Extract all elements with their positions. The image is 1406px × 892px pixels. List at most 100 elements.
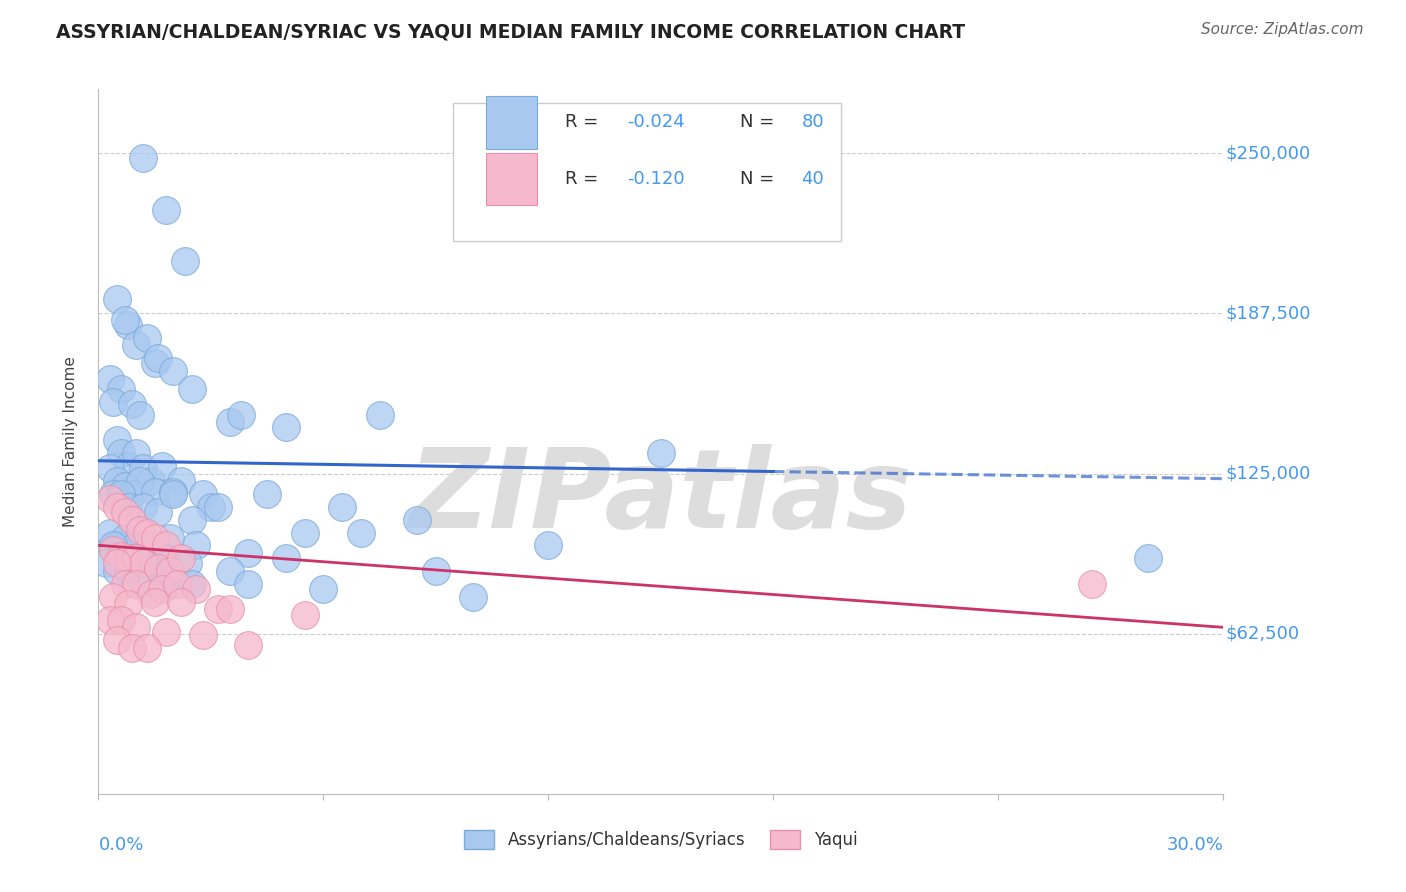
Point <box>114 505 136 519</box>
Point <box>218 602 240 616</box>
Text: -0.024: -0.024 <box>627 113 685 131</box>
Point <box>103 538 125 552</box>
Text: 30.0%: 30.0% <box>1167 836 1223 855</box>
Point <box>132 576 155 591</box>
Point <box>294 525 316 540</box>
Point <box>121 397 143 411</box>
Point <box>207 500 229 514</box>
Point <box>105 538 128 552</box>
Point <box>312 582 335 596</box>
Point <box>350 525 373 540</box>
Point <box>98 525 121 540</box>
Text: R =: R = <box>565 113 605 131</box>
Point <box>125 446 148 460</box>
Point <box>159 531 181 545</box>
Point <box>155 551 177 566</box>
Point <box>125 576 148 591</box>
Point <box>121 513 143 527</box>
Point <box>132 461 155 475</box>
Point <box>1137 551 1160 566</box>
Point <box>105 556 128 570</box>
Text: $125,000: $125,000 <box>1226 465 1310 483</box>
Point <box>143 356 166 370</box>
Point <box>184 582 207 596</box>
Point <box>105 500 128 514</box>
Text: ASSYRIAN/CHALDEAN/SYRIAC VS YAQUI MEDIAN FAMILY INCOME CORRELATION CHART: ASSYRIAN/CHALDEAN/SYRIAC VS YAQUI MEDIAN… <box>56 22 966 41</box>
Point <box>136 640 159 655</box>
Point <box>150 582 173 596</box>
Point <box>110 446 132 460</box>
Text: N =: N = <box>740 113 779 131</box>
Point <box>1081 576 1104 591</box>
Text: $187,500: $187,500 <box>1226 304 1310 322</box>
Point <box>125 538 148 552</box>
Point <box>110 551 132 566</box>
Point <box>121 551 143 566</box>
Point <box>110 382 132 396</box>
Point <box>184 538 207 552</box>
Point <box>148 505 170 519</box>
Text: ZIPatlas: ZIPatlas <box>409 444 912 551</box>
Point <box>105 564 128 578</box>
Point <box>148 561 170 575</box>
Point <box>181 576 204 591</box>
Point <box>139 538 162 552</box>
Point <box>98 461 121 475</box>
Point <box>162 487 184 501</box>
Point <box>114 479 136 493</box>
Point <box>143 595 166 609</box>
Point <box>117 458 139 473</box>
Point <box>125 551 148 566</box>
Point <box>173 253 195 268</box>
Point <box>114 313 136 327</box>
Point <box>125 338 148 352</box>
Point <box>200 500 222 514</box>
Point <box>170 595 193 609</box>
Point <box>170 551 193 566</box>
Point <box>537 538 560 552</box>
Point <box>110 487 132 501</box>
Point <box>162 484 184 499</box>
Point <box>103 590 125 604</box>
Point <box>274 420 297 434</box>
Text: 40: 40 <box>801 169 824 187</box>
Point <box>155 576 177 591</box>
Point <box>114 531 136 545</box>
Point <box>177 556 200 570</box>
Point <box>117 318 139 332</box>
Point <box>132 152 155 166</box>
Point <box>117 564 139 578</box>
Point <box>103 394 125 409</box>
Point <box>218 415 240 429</box>
Point <box>117 597 139 611</box>
Point <box>117 551 139 566</box>
Point <box>294 607 316 622</box>
Text: -0.120: -0.120 <box>627 169 685 187</box>
Point <box>98 613 121 627</box>
Point <box>139 475 162 489</box>
Point <box>128 475 150 489</box>
Point <box>650 446 672 460</box>
Point <box>114 576 136 591</box>
Y-axis label: Median Family Income: Median Family Income <box>63 356 77 527</box>
Point <box>463 590 485 604</box>
Bar <box>486 96 537 149</box>
Point <box>159 564 181 578</box>
Point <box>105 293 128 307</box>
Point <box>139 587 162 601</box>
Point <box>155 202 177 217</box>
Point <box>105 434 128 448</box>
Text: 0.0%: 0.0% <box>98 836 143 855</box>
Point <box>274 551 297 566</box>
Point <box>125 620 148 634</box>
Bar <box>453 103 841 241</box>
Point <box>155 538 177 552</box>
Point <box>136 525 159 540</box>
Point <box>94 556 117 570</box>
Point <box>238 576 260 591</box>
Text: N =: N = <box>740 169 779 187</box>
Point <box>103 543 125 558</box>
Point <box>406 513 429 527</box>
Point <box>132 500 155 514</box>
Point <box>368 408 391 422</box>
